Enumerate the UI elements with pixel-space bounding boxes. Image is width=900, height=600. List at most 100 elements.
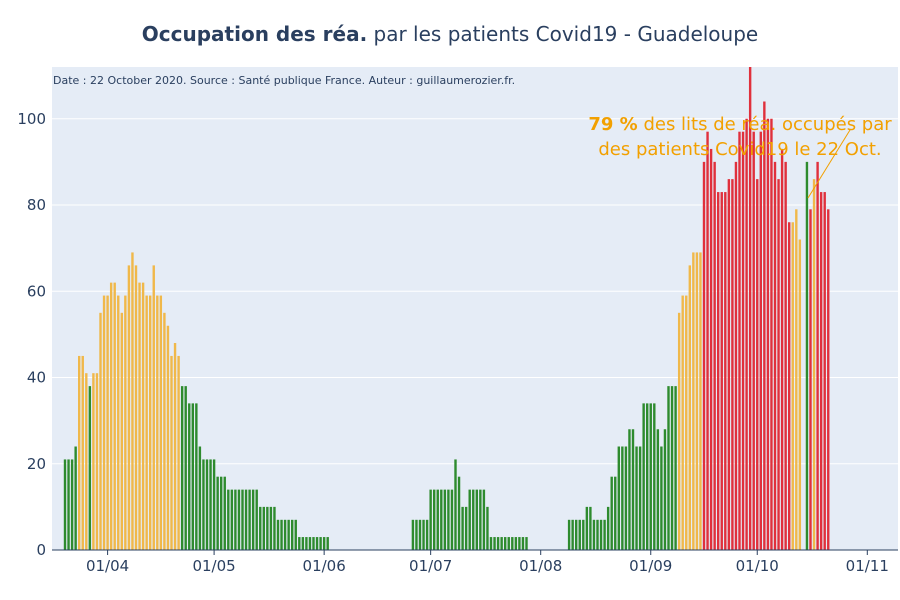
bar — [177, 355, 180, 550]
bar — [322, 537, 326, 550]
bar — [606, 506, 610, 550]
bar — [422, 519, 425, 550]
bar — [152, 265, 155, 550]
bar — [180, 386, 184, 550]
bar — [85, 373, 88, 550]
y-tick-label: 20 — [27, 455, 46, 473]
bar — [113, 282, 116, 550]
bar — [436, 489, 439, 550]
bar — [788, 222, 791, 550]
bar — [415, 519, 418, 550]
bar — [816, 161, 819, 550]
bar — [234, 489, 237, 550]
bar — [496, 537, 500, 550]
x-tick-label: 01/04 — [86, 557, 129, 575]
bar — [599, 519, 603, 550]
bar — [280, 519, 283, 550]
bar — [575, 519, 578, 550]
bar — [791, 222, 794, 550]
chart-title-rest: par les patients Covid19 - Guadeloupe — [367, 22, 759, 46]
bar — [653, 403, 656, 550]
bar — [447, 489, 450, 550]
bar — [656, 429, 660, 550]
bar — [667, 386, 670, 550]
bar — [184, 386, 187, 550]
bar — [472, 489, 475, 550]
bar — [670, 386, 674, 550]
bar — [798, 239, 802, 550]
bar — [571, 519, 574, 550]
bar — [269, 506, 273, 550]
bar — [216, 476, 219, 550]
annotation-text: des lits de réa. occupés par — [638, 114, 893, 135]
x-tick-label: 01/11 — [846, 557, 889, 575]
bar — [766, 118, 770, 550]
bar — [301, 537, 305, 550]
y-tick-label: 40 — [27, 369, 46, 387]
bar — [67, 459, 70, 550]
bar — [784, 161, 787, 550]
bar — [429, 489, 432, 550]
y-axis-ticks: 0 20 40 60 80 100 — [17, 110, 46, 559]
bar — [227, 489, 230, 550]
bar — [724, 192, 727, 550]
bar — [223, 476, 226, 550]
bar — [138, 282, 141, 550]
bar — [156, 295, 159, 550]
bar — [748, 67, 752, 550]
bar — [163, 312, 166, 550]
bar — [809, 209, 812, 550]
bar — [585, 506, 589, 550]
bar — [170, 355, 173, 550]
x-axis-ticks: 01/04 01/05 01/06 01/07 01/08 01/09 01/10 01/11 — [86, 550, 889, 575]
bar — [709, 148, 713, 550]
bar — [649, 403, 652, 550]
y-tick-label: 60 — [27, 282, 46, 300]
bar — [92, 373, 95, 550]
bar — [731, 179, 734, 550]
bar — [159, 295, 163, 550]
bar — [589, 506, 592, 550]
bars — [63, 67, 830, 550]
annotation-line1: 79 % des lits de réa. occupés par — [588, 114, 892, 135]
bar — [433, 489, 436, 550]
bar — [312, 537, 315, 550]
bar — [440, 489, 443, 550]
bar — [248, 489, 251, 550]
bar — [127, 265, 131, 550]
bar — [418, 519, 422, 550]
bar — [819, 192, 823, 550]
bar — [276, 519, 280, 550]
bar — [266, 506, 269, 550]
bar — [259, 506, 262, 550]
bar — [255, 489, 258, 550]
bar — [468, 489, 471, 550]
bar — [149, 295, 152, 550]
x-tick-label: 01/08 — [519, 557, 562, 575]
bar — [209, 459, 212, 550]
x-tick-label: 01/06 — [303, 557, 346, 575]
bar — [319, 537, 322, 550]
bar — [191, 403, 194, 550]
bar — [706, 131, 709, 550]
chart-title: Occupation des réa. par les patients Cov… — [0, 22, 900, 46]
bar — [241, 489, 244, 550]
bar — [823, 192, 826, 550]
bar — [614, 476, 617, 550]
bar — [759, 131, 762, 550]
y-tick-label: 0 — [36, 541, 46, 559]
bar — [305, 537, 308, 550]
bar — [457, 476, 461, 550]
bar — [603, 519, 606, 550]
bar — [74, 446, 77, 550]
bar — [482, 489, 486, 550]
bar — [195, 403, 198, 550]
bar — [212, 459, 216, 550]
bar — [70, 459, 74, 550]
bar — [141, 282, 145, 550]
bar — [674, 386, 677, 550]
bar — [738, 131, 741, 550]
bar — [756, 179, 759, 550]
bar — [489, 537, 493, 550]
bar — [262, 506, 265, 550]
